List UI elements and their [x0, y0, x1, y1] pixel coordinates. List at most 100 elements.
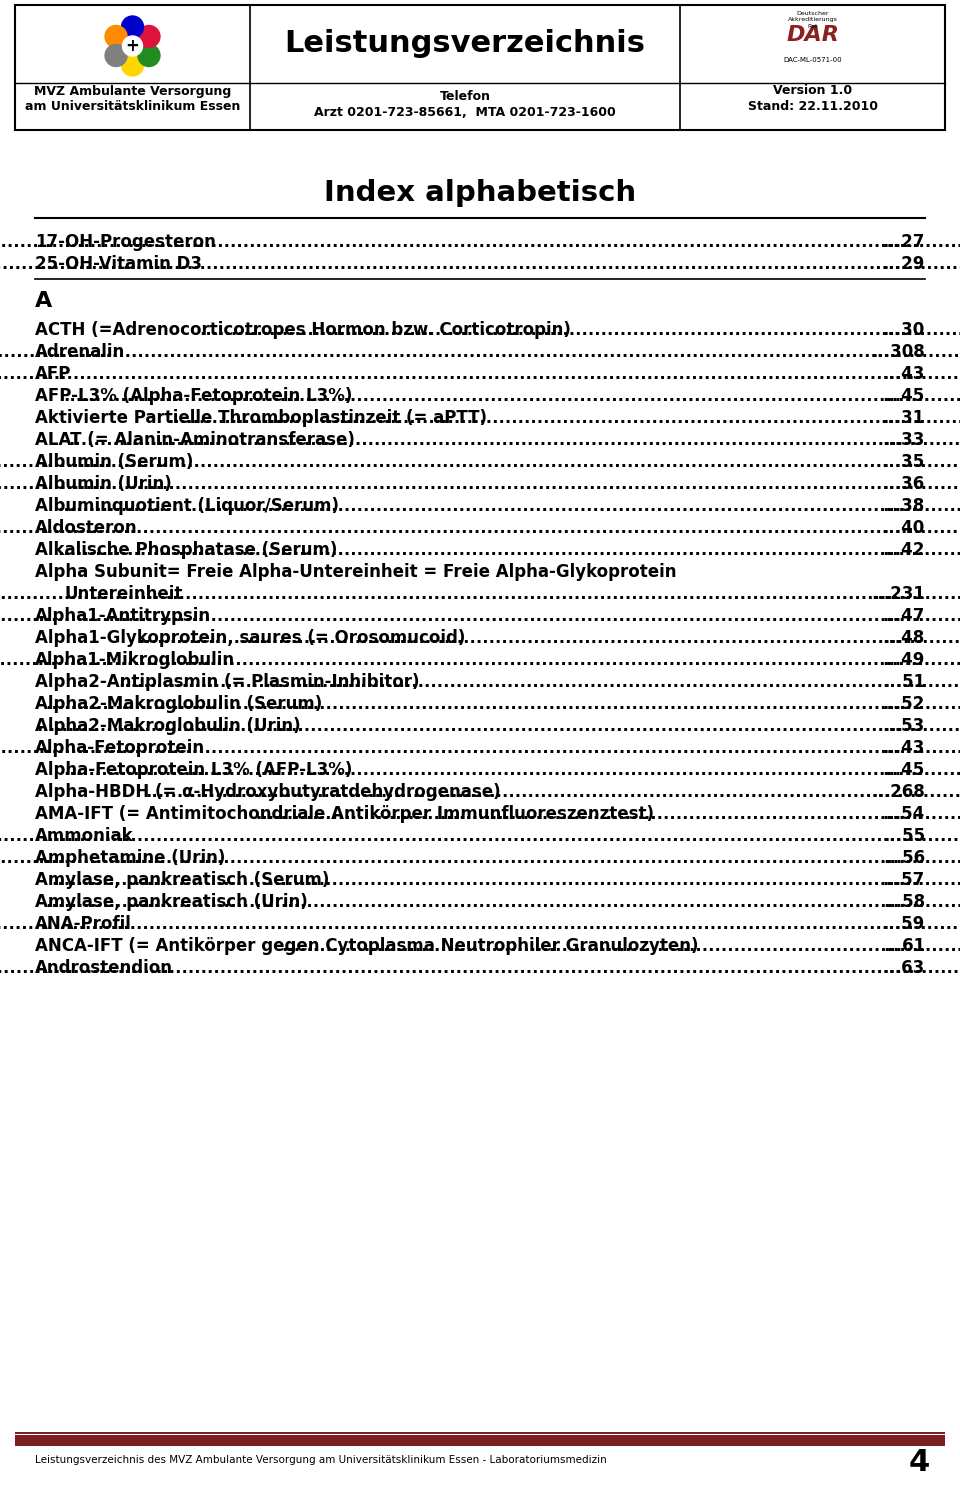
Text: Aldosteron: Aldosteron: [35, 519, 137, 537]
Text: 4: 4: [909, 1448, 930, 1477]
Text: Telefon: Telefon: [440, 90, 491, 104]
Circle shape: [123, 36, 142, 56]
Text: Leistungsverzeichnis des MVZ Ambulante Versorgung am Universitätsklinikum Essen : Leistungsverzeichnis des MVZ Ambulante V…: [35, 1454, 607, 1465]
Text: ................................................................................: ........................................…: [167, 409, 960, 427]
Text: ...42: ...42: [882, 541, 925, 559]
Text: ................................................................................: ........................................…: [0, 365, 960, 384]
Text: Alpha1-Mikroglobulin: Alpha1-Mikroglobulin: [35, 651, 235, 669]
Text: ................................................................................: ........................................…: [281, 937, 960, 955]
Text: ................................................................................: ........................................…: [63, 387, 960, 405]
Text: ACTH (=Adrenocorticotropes Hormon bzw. Corticotropin): ACTH (=Adrenocorticotropes Hormon bzw. C…: [35, 320, 571, 338]
Text: ................................................................................: ........................................…: [0, 585, 960, 603]
Text: Alpha-Fetoprotein: Alpha-Fetoprotein: [35, 738, 205, 757]
Text: Albumin (Serum): Albumin (Serum): [35, 453, 193, 471]
Text: ...27: ...27: [882, 233, 925, 251]
Text: ................................................................................: ........................................…: [118, 672, 960, 690]
Text: Amphetamine (Urin): Amphetamine (Urin): [35, 848, 226, 866]
Text: ANCA-IFT (= Antikörper gegen Cytoplasma Neutrophiler Granulozyten): ANCA-IFT (= Antikörper gegen Cytoplasma …: [35, 937, 699, 955]
Text: ................................................................................: ........................................…: [45, 893, 960, 911]
Text: AFP-L3% (Alpha-Fetoprotein L3%): AFP-L3% (Alpha-Fetoprotein L3%): [35, 387, 352, 405]
Text: ...61: ...61: [883, 937, 925, 955]
Text: ................................................................................: ........................................…: [0, 651, 960, 669]
Text: A: A: [35, 290, 52, 311]
Text: ...43: ...43: [882, 365, 925, 384]
Text: Alpha2-Antiplasmin (= Plasmin-Inhibitor): Alpha2-Antiplasmin (= Plasmin-Inhibitor): [35, 672, 420, 690]
Text: 17-OH-Progesteron: 17-OH-Progesteron: [35, 233, 216, 251]
Text: ................................................................................: ........................................…: [0, 475, 960, 493]
Text: Leistungsverzeichnis: Leistungsverzeichnis: [284, 30, 645, 59]
Text: ................................................................................: ........................................…: [138, 629, 960, 647]
Text: ................................................................................: ........................................…: [36, 717, 960, 735]
Text: AFP: AFP: [35, 365, 71, 384]
Text: ...49: ...49: [882, 651, 925, 669]
Circle shape: [138, 26, 160, 48]
Text: ................................................................................: ........................................…: [0, 738, 960, 757]
Text: ................................................................................: ........................................…: [57, 541, 960, 559]
Text: Alpha1-Glykoprotein, saures (= Orosomucoid): Alpha1-Glykoprotein, saures (= Orosomuco…: [35, 629, 466, 647]
Text: ................................................................................: ........................................…: [0, 233, 960, 251]
Bar: [15, 1435, 945, 1445]
Text: ...35: ...35: [883, 453, 925, 471]
Text: ................................................................................: ........................................…: [0, 848, 960, 866]
Text: ................................................................................: ........................................…: [63, 761, 960, 779]
Text: DAR: DAR: [786, 26, 839, 45]
Circle shape: [122, 17, 143, 38]
Text: ...43: ...43: [882, 738, 925, 757]
Text: Amylase, pankreatisch (Serum): Amylase, pankreatisch (Serum): [35, 871, 329, 889]
Text: Stand: 22.11.2010: Stand: 22.11.2010: [748, 101, 877, 113]
Text: Version 1.0: Version 1.0: [773, 84, 852, 98]
Text: ANA-Profil: ANA-Profil: [35, 914, 132, 932]
Bar: [15, 1432, 945, 1433]
Text: DAC-ML-0571-00: DAC-ML-0571-00: [783, 57, 842, 63]
Text: ...45: ...45: [883, 761, 925, 779]
Text: ................................................................................: ........................................…: [0, 914, 960, 932]
Text: Deutscher
Akkreditierungs
Rat: Deutscher Akkreditierungs Rat: [787, 12, 837, 29]
Circle shape: [122, 54, 143, 77]
Text: ................................................................................: ........................................…: [0, 608, 960, 626]
Text: ...58: ...58: [883, 893, 925, 911]
Text: Arzt 0201-723-85661,  MTA 0201-723-1600: Arzt 0201-723-85661, MTA 0201-723-1600: [314, 107, 616, 119]
Text: Untereinheit: Untereinheit: [65, 585, 183, 603]
Text: 25-OH-Vitamin D3: 25-OH-Vitamin D3: [35, 256, 202, 274]
Text: +: +: [126, 38, 139, 56]
Text: ...53: ...53: [883, 717, 925, 735]
Text: ...31: ...31: [883, 409, 925, 427]
Text: ...45: ...45: [883, 387, 925, 405]
Text: ...308: ...308: [872, 343, 925, 361]
Text: ................................................................................: ........................................…: [0, 827, 960, 845]
Circle shape: [105, 45, 127, 66]
Text: Alpha-Fetoprotein L3% (AFP-L3%): Alpha-Fetoprotein L3% (AFP-L3%): [35, 761, 352, 779]
Text: ................................................................................: ........................................…: [57, 496, 960, 514]
Text: ................................................................................: ........................................…: [0, 256, 960, 274]
Text: ...29: ...29: [882, 256, 925, 274]
Text: Index alphabetisch: Index alphabetisch: [324, 179, 636, 208]
Text: ...47: ...47: [882, 608, 925, 626]
Text: ...268: ...268: [872, 784, 925, 802]
Text: ...30: ...30: [883, 320, 925, 338]
Text: ...56: ...56: [883, 848, 925, 866]
Text: Albuminquotient (Liquor/Serum): Albuminquotient (Liquor/Serum): [35, 496, 339, 514]
Text: ................................................................................: ........................................…: [200, 320, 960, 338]
Text: Alpha2-Makroglobulin (Serum): Alpha2-Makroglobulin (Serum): [35, 695, 323, 713]
Circle shape: [105, 26, 127, 48]
Text: ALAT (= Alanin-Aminotransferase): ALAT (= Alanin-Aminotransferase): [35, 432, 355, 450]
Text: Ammoniak: Ammoniak: [35, 827, 133, 845]
Text: ...48: ...48: [883, 629, 925, 647]
Text: ...52: ...52: [883, 695, 925, 713]
Text: ................................................................................: ........................................…: [51, 871, 960, 889]
Text: ...55: ...55: [883, 827, 925, 845]
Text: am Universitätsklinikum Essen: am Universitätsklinikum Essen: [25, 101, 240, 113]
Text: Alpha Subunit= Freie Alpha-Untereinheit = Freie Alpha-Glykoprotein: Alpha Subunit= Freie Alpha-Untereinheit …: [35, 562, 677, 581]
Text: ................................................................................: ........................................…: [0, 453, 960, 471]
Text: ................................................................................: ........................................…: [69, 432, 960, 450]
Text: Aktivierte Partielle Thromboplastinzeit (= aPTT): Aktivierte Partielle Thromboplastinzeit …: [35, 409, 487, 427]
Text: ...40: ...40: [883, 519, 925, 537]
Text: ................................................................................: ........................................…: [145, 784, 960, 802]
Text: ...51: ...51: [883, 672, 925, 690]
Text: ................................................................................: ........................................…: [0, 519, 960, 537]
Text: Androstendion: Androstendion: [35, 960, 173, 978]
Text: ...36: ...36: [883, 475, 925, 493]
Text: ...57: ...57: [883, 871, 925, 889]
Text: ...38: ...38: [883, 496, 925, 514]
Text: ...231: ...231: [871, 585, 925, 603]
